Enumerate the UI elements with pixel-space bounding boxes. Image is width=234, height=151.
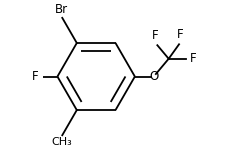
Text: F: F — [32, 70, 38, 83]
Text: F: F — [177, 28, 184, 41]
Text: F: F — [152, 29, 159, 42]
Text: CH₃: CH₃ — [51, 137, 72, 148]
Text: F: F — [190, 52, 196, 65]
Text: Br: Br — [55, 3, 68, 16]
Text: O: O — [149, 70, 158, 83]
